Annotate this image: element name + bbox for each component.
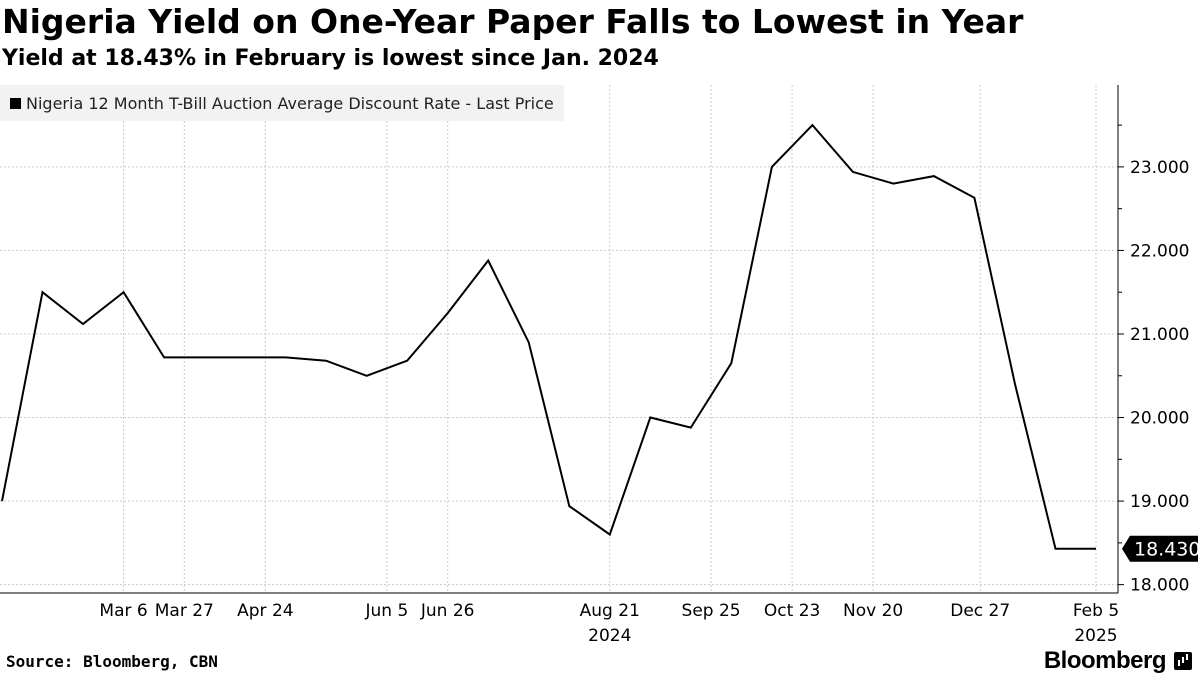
brand-logo: Bloomberg <box>1043 647 1167 674</box>
x-tick-label: Dec 27 <box>950 601 1010 621</box>
x-tick-label: Nov 20 <box>843 601 903 621</box>
y-tick-label: 22.000 <box>1130 241 1189 261</box>
x-tick-label: Feb 5 <box>1073 601 1119 621</box>
y-axis-ticks: 18.000 19.000 20.000 21.000 22.000 23.000 <box>1118 124 1189 596</box>
y-tick-label: 18.000 <box>1130 576 1189 596</box>
legend-label: Nigeria 12 Month T-Bill Auction Average … <box>26 93 554 113</box>
x-year-label: 2024 <box>588 626 631 646</box>
x-tick-label: Oct 23 <box>764 601 820 621</box>
source-note: Source: Bloomberg, CBN <box>6 652 218 671</box>
y-tick-label: 20.000 <box>1130 409 1189 429</box>
x-tick-label: Aug 21 <box>580 601 640 621</box>
x-tick-label: Mar 6 <box>99 601 147 621</box>
chart-title: Nigeria Yield on One-Year Paper Falls to… <box>2 2 1024 41</box>
x-tick-label: Mar 27 <box>155 601 214 621</box>
y-gridlines <box>0 166 1118 586</box>
x-year-label: 2025 <box>1074 626 1117 646</box>
series-line <box>1 123 1096 550</box>
y-tick-label: 21.000 <box>1130 325 1189 345</box>
x-axis-ticks: Mar 6 Mar 27 Apr 24 Jun 5 Jun 26 Aug 21 Sep 25… <box>0 592 1119 646</box>
chart-subtitle: Yield at 18.43% in February is lowest si… <box>2 46 659 71</box>
y-tick-label: 23.000 <box>1130 158 1189 178</box>
x-tick-label: Apr 24 <box>237 601 293 621</box>
x-tick-label: Jun 5 <box>365 601 409 621</box>
last-value-badge <box>1122 535 1198 562</box>
legend-swatch <box>10 97 21 109</box>
x-tick-label: Sep 25 <box>682 601 741 621</box>
bloomberg-terminal-icon <box>1174 652 1192 670</box>
y-tick-label: 19.000 <box>1130 492 1189 512</box>
last-value-label: 18.430 <box>1134 539 1200 561</box>
x-gridlines <box>123 85 1097 593</box>
last-value-marker: 18.430 <box>1122 535 1200 562</box>
data-points <box>2 125 1096 549</box>
legend: Nigeria 12 Month T-Bill Auction Average … <box>0 85 564 121</box>
x-tick-label: Jun 26 <box>420 601 475 621</box>
